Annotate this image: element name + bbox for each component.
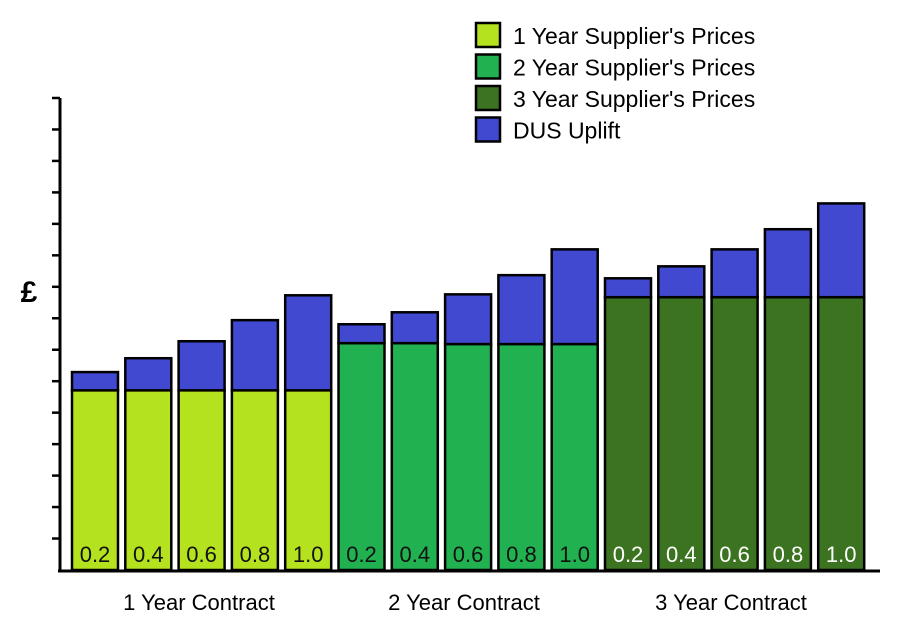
- bar-category-label: 0.2: [80, 542, 111, 567]
- legend-label: 2 Year Supplier's Prices: [513, 55, 755, 81]
- bar-dus-uplift: [124, 356, 173, 392]
- bar-dus-uplift: [177, 339, 226, 392]
- bar-supplier-price: [603, 295, 653, 572]
- y-axis-label: £: [21, 276, 38, 309]
- bar-supplier-price: [390, 341, 440, 572]
- bar-supplier-price: [550, 342, 599, 572]
- bar-category-label: 0.4: [400, 542, 431, 567]
- bar-supplier-price: [337, 341, 386, 572]
- bar-supplier-price: [657, 295, 706, 572]
- bar-category-label: 0.8: [773, 542, 804, 567]
- bars-layer: 0.2 0.4 0.6 0.8 1.0 0.2 0.4 0.6 0.8 1.0 0.2 0.4 0.6 0…: [70, 202, 866, 572]
- bar-dus-uplift: [497, 273, 546, 346]
- group-label-1: 1 Year Contract: [123, 590, 275, 615]
- bar-supplier-price: [497, 342, 546, 572]
- group-label-2: 2 Year Contract: [388, 590, 540, 615]
- bar-category-label: 0.4: [666, 542, 697, 567]
- bar-dus-uplift: [710, 248, 759, 299]
- bar-category-label: 1.0: [559, 542, 590, 567]
- legend-label: 1 Year Supplier's Prices: [513, 23, 755, 49]
- bar-dus-uplift: [390, 311, 440, 345]
- bar-dus-uplift: [763, 227, 813, 299]
- bar-category-label: 0.4: [133, 542, 164, 567]
- legend-label: DUS Uplift: [513, 118, 621, 144]
- bar-dus-uplift: [443, 293, 493, 346]
- bar-category-label: 0.8: [506, 542, 537, 567]
- bar-supplier-price: [816, 295, 866, 572]
- bar-dus-uplift: [70, 370, 120, 392]
- bar-dus-uplift: [283, 294, 333, 392]
- bar-dus-uplift: [337, 322, 386, 345]
- group-label-3: 3 Year Contract: [655, 590, 807, 615]
- legend-swatch: [474, 84, 502, 112]
- bar-category-label: 0.6: [186, 542, 217, 567]
- bar-dus-uplift: [657, 265, 706, 299]
- bar-dus-uplift: [230, 318, 280, 392]
- bar-category-label: 1.0: [826, 542, 857, 567]
- legend-swatch: [474, 53, 502, 80]
- bar-dus-uplift: [816, 202, 866, 299]
- bar-supplier-price: [710, 295, 759, 572]
- bar-category-label: 0.8: [240, 542, 271, 567]
- bar-category-label: 0.6: [453, 542, 484, 567]
- bar-category-label: 0.2: [613, 542, 644, 567]
- bar-category-label: 0.2: [346, 542, 377, 567]
- legend-swatch: [474, 21, 502, 49]
- y-ticks: [52, 96, 60, 540]
- legend-swatch: [474, 116, 502, 143]
- bar-supplier-price: [230, 389, 280, 572]
- bar-supplier-price: [763, 295, 813, 572]
- bar-category-label: 0.6: [719, 542, 750, 567]
- legend-label: 3 Year Supplier's Prices: [513, 86, 755, 112]
- bar-dus-uplift: [550, 248, 599, 346]
- legend: 1 Year Supplier's Prices 2 Year Supplier'…: [474, 21, 755, 144]
- bar-supplier-price: [70, 389, 120, 572]
- bar-category-label: 1.0: [293, 542, 324, 567]
- bar-dus-uplift: [603, 277, 653, 299]
- bar-supplier-price: [443, 342, 493, 572]
